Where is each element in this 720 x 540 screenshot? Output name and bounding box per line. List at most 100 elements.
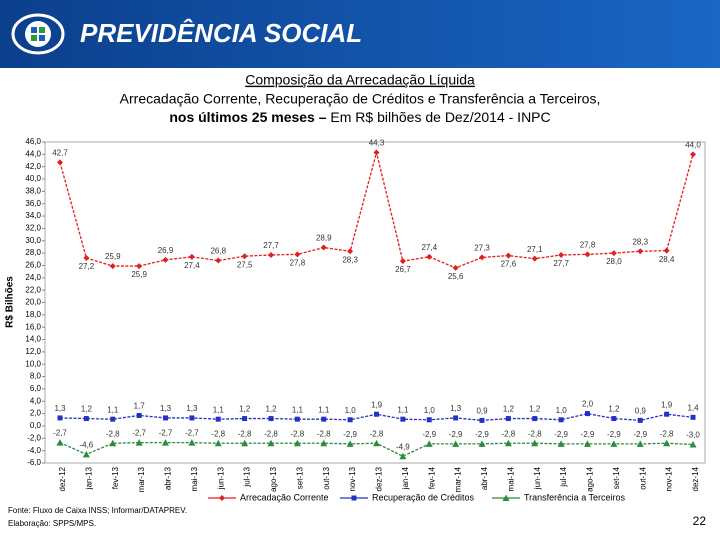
value-label: 42,7 [52,148,68,157]
y-tick-label: 30,0 [25,236,41,245]
y-tick-label: 32,0 [25,224,41,233]
point [558,251,565,258]
subtitle-bold: nos últimos 25 meses – [169,109,326,125]
y-tick-label: 24,0 [25,273,41,282]
point [478,440,486,447]
point [690,151,696,158]
point [162,256,169,263]
value-label: 27,3 [474,244,490,253]
value-label: -3,0 [686,431,700,440]
point [584,440,591,447]
y-axis-label: R$ Bilhões [5,276,16,328]
value-label: -2,7 [185,429,199,438]
point [425,440,433,447]
x-tick-label: nov-13 [348,466,357,491]
value-label: -2,7 [132,429,146,438]
header-band [0,0,720,68]
point [557,440,565,447]
y-tick-label: 38,0 [25,186,41,195]
y-tick-label: 42,0 [25,162,41,171]
y-tick-label: 34,0 [25,211,41,220]
point [479,254,485,261]
value-label: -2,9 [581,430,595,439]
point [373,149,380,156]
point [241,253,248,260]
point [479,417,485,423]
point [399,258,406,265]
value-label: 1,3 [450,404,462,413]
point [188,253,195,260]
value-label: 28,9 [316,234,332,243]
point [215,257,222,264]
value-label: -2,9 [554,430,568,439]
point [637,248,644,255]
value-label: 1,1 [318,405,330,414]
value-label: 27,1 [527,245,543,254]
value-label: -2,8 [290,429,304,438]
series-line [59,152,694,269]
y-tick-label: 26,0 [25,261,41,270]
point [188,439,196,446]
point [347,248,354,255]
value-label: -2,7 [53,429,67,438]
value-label: 25,9 [131,270,147,279]
value-label: 26,9 [158,246,174,255]
chart-subtitle: Arrecadação Corrente, Recuperação de Cré… [120,91,601,107]
y-tick-label: -4,0 [27,446,41,455]
value-label: 1,2 [529,405,541,414]
value-label: 1,9 [661,400,673,409]
y-tick-label: 10,0 [25,359,41,368]
value-label: 2,0 [582,400,594,409]
x-tick-label: dez-14 [691,466,700,491]
point [268,251,274,258]
y-tick-label: 44,0 [25,149,41,158]
value-label: 1,2 [265,405,277,414]
value-label: 1,0 [424,406,436,415]
point [664,411,670,417]
subtitle-unit: Em R$ bilhões de Dez/2014 - INPC [330,109,550,125]
point [347,417,353,423]
point [110,416,116,422]
x-tick-label: ago-13 [269,466,278,491]
point [531,439,539,447]
x-tick-label: dez-12 [58,466,67,491]
y-tick-label: 28,0 [25,248,41,257]
point [215,416,221,422]
x-tick-label: jun-14 [533,466,542,490]
point [136,412,142,418]
point [374,411,379,417]
x-tick-label: jan-14 [401,466,410,490]
point [505,252,512,259]
x-tick-label: ago-14 [586,466,595,491]
point [610,440,618,447]
value-label: 1,7 [134,402,146,411]
legend-marker [351,495,357,501]
point [636,440,644,447]
point [163,415,168,421]
point [241,439,249,447]
value-label: 1,2 [81,405,93,414]
value-label: -2,9 [607,430,621,439]
value-label: -2,9 [449,430,463,439]
value-label: -4,9 [396,442,410,451]
legend-label: Recuperação de Créditos [372,492,475,502]
x-tick-label: abr-14 [480,466,489,490]
value-label: 44,3 [369,139,385,148]
value-label: -2,9 [422,430,436,439]
legend-marker [219,495,225,501]
y-tick-label: 20,0 [25,298,41,307]
value-label: 1,0 [556,406,568,415]
value-label: 1,3 [160,404,172,413]
y-tick-label: 14,0 [25,335,41,344]
y-tick-label: 0,0 [30,421,42,430]
value-label: 27,4 [421,243,437,252]
point [663,439,671,447]
x-tick-label: set-14 [612,466,621,489]
value-label: 27,2 [79,262,95,271]
point [83,255,90,262]
point [373,439,380,447]
point [532,416,538,422]
point [531,255,538,262]
point [611,416,617,422]
